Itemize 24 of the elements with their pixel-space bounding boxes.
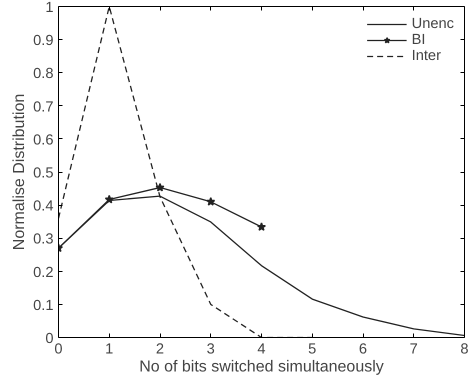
y-tick-label: 0.5 [33,166,54,182]
y-axis-title: Normalise Distribution [11,94,28,250]
legend-label: BI [412,32,426,48]
x-tick-label: 8 [460,342,469,358]
y-tick-label: 0.6 [33,132,54,148]
y-tick-label: 0.3 [33,232,54,248]
y-tick-label: 0 [45,331,54,347]
y-tick-label: 0.8 [33,66,54,82]
y-tick-label: 0.9 [33,33,54,50]
x-tick-label: 3 [206,342,215,358]
y-tick-label: 0.1 [33,298,54,314]
y-tick-label: 0.7 [33,99,54,116]
x-tick-label: 5 [308,342,316,358]
x-tick-label: 1 [105,342,114,358]
y-tick-label: 1 [45,0,54,16]
x-tick-label: 4 [257,342,266,358]
legend-label: Unenc [412,16,454,32]
x-axis-title: No of bits switched simultaneously [139,358,384,376]
x-tick-label: 2 [156,342,164,358]
y-tick-label: 0.2 [33,264,54,281]
legend-label: Inter [412,48,441,64]
x-tick-label: 6 [358,342,368,358]
y-tick-label: 0.4 [33,198,54,215]
x-tick-label: 7 [410,342,418,358]
